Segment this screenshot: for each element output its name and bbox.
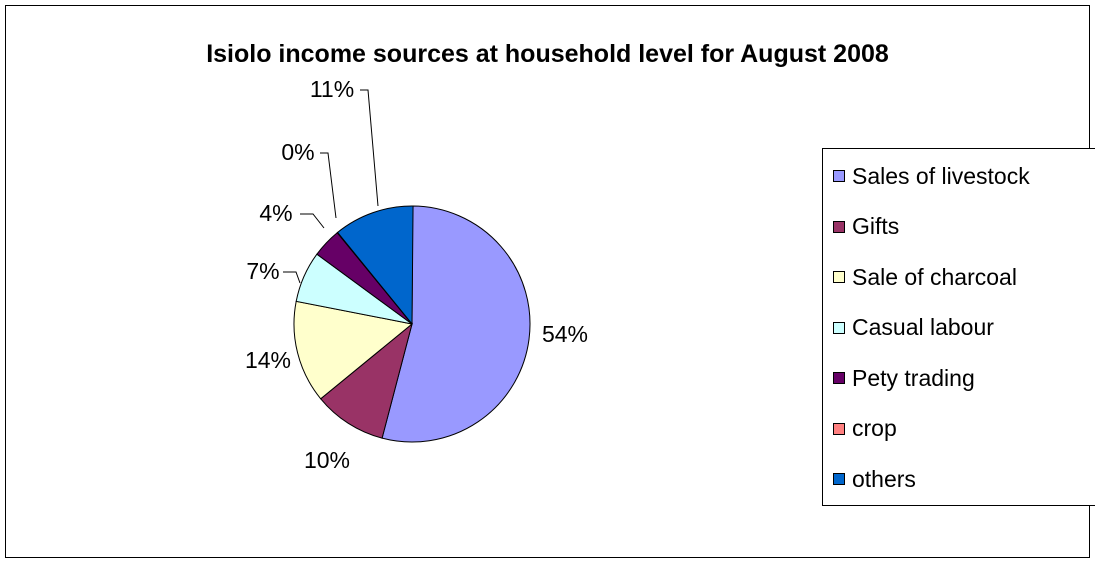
leader-line-pety-trading (300, 213, 325, 229)
legend-label-crop: crop (852, 415, 897, 441)
leader-line-casual-labour (283, 271, 301, 284)
legend-swatch-crop (833, 422, 845, 435)
leader-line-crop (320, 152, 337, 219)
legend-item-others: others (833, 464, 916, 494)
pie-slice-gifts (319, 322, 413, 439)
legend-swatch-pety-trading (833, 372, 845, 384)
legend-swatch-sales-of-livestock (833, 170, 845, 182)
pie-slice-sale-of-charcoal (293, 300, 414, 400)
legend-item-gifts: Gifts (833, 212, 899, 242)
pie-slice-others (336, 205, 414, 326)
legend-label-others: others (852, 465, 916, 492)
legend-label-sales-of-livestock: Sales of livestock (852, 162, 1030, 189)
legend-item-crop: crop (833, 414, 897, 444)
data-label-sales-of-livestock: 54% (542, 321, 588, 347)
legend: Sales of livestock Gifts Sale of charcoal C… (822, 148, 1095, 506)
legend-swatch-sale-of-charcoal (833, 271, 845, 283)
legend-label-pety-trading: Pety trading (852, 364, 975, 391)
legend-item-sales-of-livestock: Sales of livestock (833, 161, 1030, 191)
legend-swatch-others (833, 473, 845, 485)
data-label-casual-labour: 7% (246, 258, 279, 284)
leader-line-others (360, 89, 379, 207)
legend-item-sale-of-charcoal: Sale of charcoal (833, 262, 1017, 292)
legend-swatch-gifts (833, 220, 845, 233)
pie-slice-sales-of-livestock (381, 205, 531, 443)
data-label-others: 11% (310, 76, 354, 102)
data-label-crop: 0% (281, 139, 314, 165)
legend-label-casual-labour: Casual labour (852, 314, 994, 340)
legend-label-sale-of-charcoal: Sale of charcoal (852, 263, 1017, 290)
chart-title: Isiolo income sources at household level… (206, 40, 889, 68)
legend-label-gifts: Gifts (852, 213, 900, 239)
data-label-pety-trading: 4% (259, 200, 292, 226)
data-label-sale-of-charcoal: 14% (245, 347, 291, 373)
legend-item-pety-trading: Pety trading (833, 363, 975, 393)
data-label-gifts: 10% (304, 447, 350, 473)
legend-item-casual-labour: Casual labour (833, 313, 994, 343)
legend-swatch-casual-labour (833, 321, 845, 334)
